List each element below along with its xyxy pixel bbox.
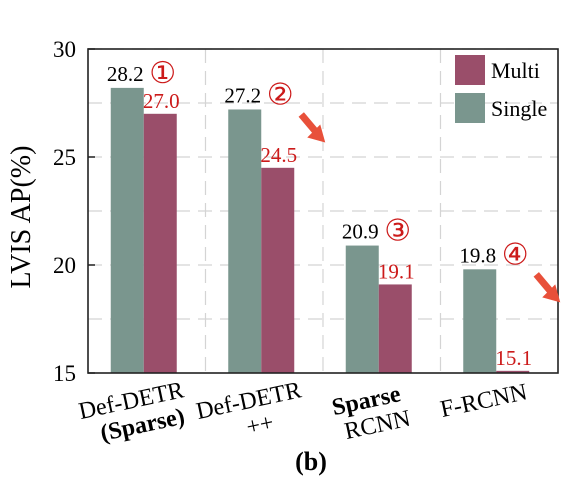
arrow-head [542, 284, 561, 303]
step-marker: ② [267, 78, 294, 111]
value-label-multi: 19.1 [378, 259, 415, 283]
bar-single [463, 269, 497, 373]
legend-label: Single [491, 96, 547, 121]
arrow-icon [298, 112, 326, 143]
value-label-single: 20.9 [342, 220, 379, 244]
y-tick-label: 25 [53, 145, 76, 170]
y-tick-label: 30 [53, 37, 76, 62]
x-tick-label: Def-DETR++ [194, 377, 304, 441]
arrow-icon [533, 272, 561, 303]
bar-multi [261, 167, 295, 373]
x-tick-label-line1: F-RCNN [438, 379, 530, 423]
value-label-single: 19.8 [459, 243, 496, 267]
y-tick-label: 15 [53, 361, 76, 386]
plot-frame [87, 48, 559, 374]
step-marker: ④ [502, 238, 529, 271]
x-tick-label: F-RCNN [438, 379, 530, 423]
x-tick-label: Def-DETR(Sparse) [76, 377, 187, 447]
legend-label: Multi [491, 58, 540, 83]
bar-multi [378, 284, 412, 373]
x-tick-label-line2: ++ [244, 410, 276, 441]
value-label-multi: 15.1 [495, 346, 532, 370]
step-marker: ③ [384, 215, 411, 248]
step-marker: ① [149, 57, 176, 90]
value-label-single: 28.2 [107, 62, 144, 86]
legend-swatch [455, 55, 485, 85]
y-tick-label: 20 [53, 253, 76, 278]
y-axis-label: LVIS AP(%) [6, 146, 37, 289]
bar-single [345, 245, 379, 373]
value-label-multi: 24.5 [260, 143, 297, 167]
bar-single [110, 87, 144, 373]
figure-caption: (b) [295, 447, 327, 476]
legend-swatch [455, 93, 485, 123]
bar-single [228, 109, 262, 373]
bar-multi [143, 113, 177, 374]
value-label-single: 27.2 [224, 83, 261, 107]
value-label-multi: 27.0 [143, 89, 180, 113]
bar-multi [496, 370, 530, 373]
arrow-head [307, 124, 326, 143]
